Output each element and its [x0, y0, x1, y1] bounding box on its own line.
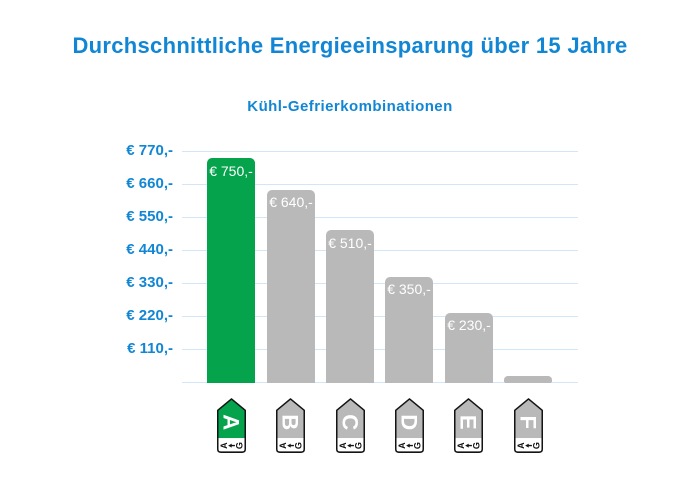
- svg-text:A: A: [397, 442, 407, 449]
- svg-text:F: F: [515, 415, 540, 429]
- svg-text:G: G: [294, 442, 304, 449]
- svg-text:A: A: [456, 442, 466, 449]
- svg-text:A: A: [278, 442, 288, 449]
- svg-text:G: G: [234, 442, 244, 449]
- svg-text:A: A: [337, 442, 347, 449]
- svg-text:G: G: [531, 442, 541, 449]
- svg-text:A: A: [515, 442, 525, 449]
- svg-text:B: B: [278, 414, 303, 430]
- svg-text:D: D: [396, 414, 421, 430]
- svg-text:G: G: [353, 442, 363, 449]
- svg-text:G: G: [472, 442, 482, 449]
- svg-text:E: E: [456, 415, 481, 430]
- svg-text:A: A: [219, 442, 229, 449]
- svg-text:C: C: [337, 414, 362, 430]
- svg-text:A: A: [218, 414, 243, 430]
- svg-text:G: G: [412, 442, 422, 449]
